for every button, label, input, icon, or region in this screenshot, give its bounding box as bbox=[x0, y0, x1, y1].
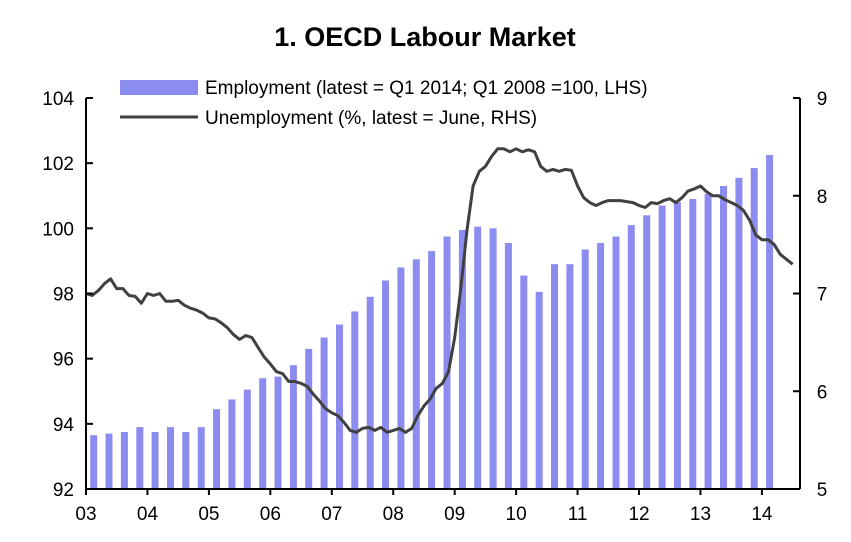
employment-bar bbox=[766, 155, 774, 489]
legend-label-unemployment: Unemployment (%, latest = June, RHS) bbox=[205, 108, 537, 129]
employment-bar bbox=[412, 259, 420, 489]
left-axis-tick-label: 104 bbox=[42, 89, 74, 110]
employment-bar bbox=[167, 427, 174, 489]
unemployment-line-layer bbox=[85, 147, 794, 434]
employment-bar bbox=[136, 427, 144, 489]
employment-bar bbox=[305, 348, 313, 489]
left-axis-tick-label: 102 bbox=[42, 154, 74, 175]
x-axis-tick-label: 10 bbox=[506, 504, 527, 525]
employment-bar bbox=[182, 432, 190, 489]
x-axis-tick-label: 14 bbox=[751, 504, 773, 525]
employment-bar bbox=[289, 365, 297, 489]
employment-bar bbox=[627, 225, 635, 489]
employment-bar bbox=[489, 228, 497, 490]
right-axis-tick-label: 9 bbox=[817, 89, 828, 110]
legend: Employment (latest = Q1 2014; Q1 2008 =1… bbox=[120, 78, 648, 129]
x-axis-tick-label: 03 bbox=[75, 504, 96, 525]
employment-bar bbox=[735, 177, 743, 490]
x-axis-tick-label: 08 bbox=[383, 504, 404, 525]
x-axis-tick-label: 05 bbox=[198, 504, 219, 525]
employment-bar bbox=[259, 378, 267, 489]
employment-bar bbox=[504, 243, 512, 489]
axes: 92 94 96 98 100 102 104 5 6 7 8 9 03 04 05 06 07 08 09 10 11… bbox=[42, 89, 827, 525]
employment-bar bbox=[382, 280, 389, 489]
x-axis-tick-label: 06 bbox=[260, 504, 281, 525]
x-axis-tick-label: 11 bbox=[568, 504, 588, 525]
employment-bar bbox=[750, 168, 758, 489]
employment-bar bbox=[689, 199, 697, 489]
employment-bar bbox=[535, 291, 543, 489]
employment-bar bbox=[458, 230, 466, 489]
chart-title: 1. OECD Labour Market bbox=[274, 22, 576, 52]
left-axis-tick-label: 92 bbox=[53, 480, 74, 501]
left-axis-tick-label: 98 bbox=[53, 285, 74, 306]
employment-bar bbox=[520, 275, 528, 489]
employment-bar bbox=[643, 215, 651, 490]
employment-bar bbox=[443, 236, 451, 489]
employment-bar bbox=[351, 311, 359, 489]
employment-bar bbox=[120, 432, 128, 489]
employment-bar bbox=[720, 186, 727, 489]
legend-label-employment: Employment (latest = Q1 2014; Q1 2008 =1… bbox=[205, 78, 648, 99]
employment-bar bbox=[673, 202, 681, 490]
right-axis-tick-label: 6 bbox=[817, 382, 828, 403]
employment-bar bbox=[320, 337, 328, 489]
employment-bar bbox=[90, 435, 98, 489]
x-axis-tick-label: 04 bbox=[137, 504, 159, 525]
employment-bar bbox=[612, 236, 620, 489]
left-axis-tick-label: 96 bbox=[53, 350, 74, 371]
employment-bar bbox=[658, 205, 666, 489]
employment-bar bbox=[197, 427, 205, 489]
employment-bar bbox=[704, 194, 712, 489]
employment-bar bbox=[397, 267, 405, 489]
employment-bar bbox=[551, 264, 558, 489]
employment-bar bbox=[274, 376, 282, 489]
employment-bar bbox=[581, 249, 589, 489]
left-axis-tick-label: 100 bbox=[42, 219, 74, 240]
employment-bars bbox=[90, 155, 774, 490]
employment-bar bbox=[105, 433, 113, 489]
employment-bar bbox=[228, 399, 236, 489]
employment-bar bbox=[213, 409, 221, 489]
employment-bar bbox=[243, 389, 251, 489]
x-axis-tick-label: 07 bbox=[321, 504, 342, 525]
employment-bar bbox=[566, 264, 574, 489]
employment-bar bbox=[336, 324, 343, 489]
employment-bar bbox=[428, 251, 436, 489]
employment-bar bbox=[151, 432, 159, 489]
left-axis-tick-label: 94 bbox=[53, 415, 75, 436]
employment-bar bbox=[366, 296, 374, 489]
legend-swatch-employment bbox=[120, 80, 198, 95]
x-axis-tick-label: 09 bbox=[444, 504, 465, 525]
x-axis-tick-label: 12 bbox=[628, 504, 649, 525]
right-axis-tick-label: 8 bbox=[817, 187, 828, 208]
x-axis-tick-label: 13 bbox=[690, 504, 711, 525]
right-axis-tick-label: 7 bbox=[817, 285, 828, 306]
employment-bar bbox=[597, 243, 605, 489]
right-axis-tick-label: 5 bbox=[817, 480, 828, 501]
employment-bar bbox=[474, 226, 482, 489]
unemployment-line bbox=[85, 147, 794, 434]
